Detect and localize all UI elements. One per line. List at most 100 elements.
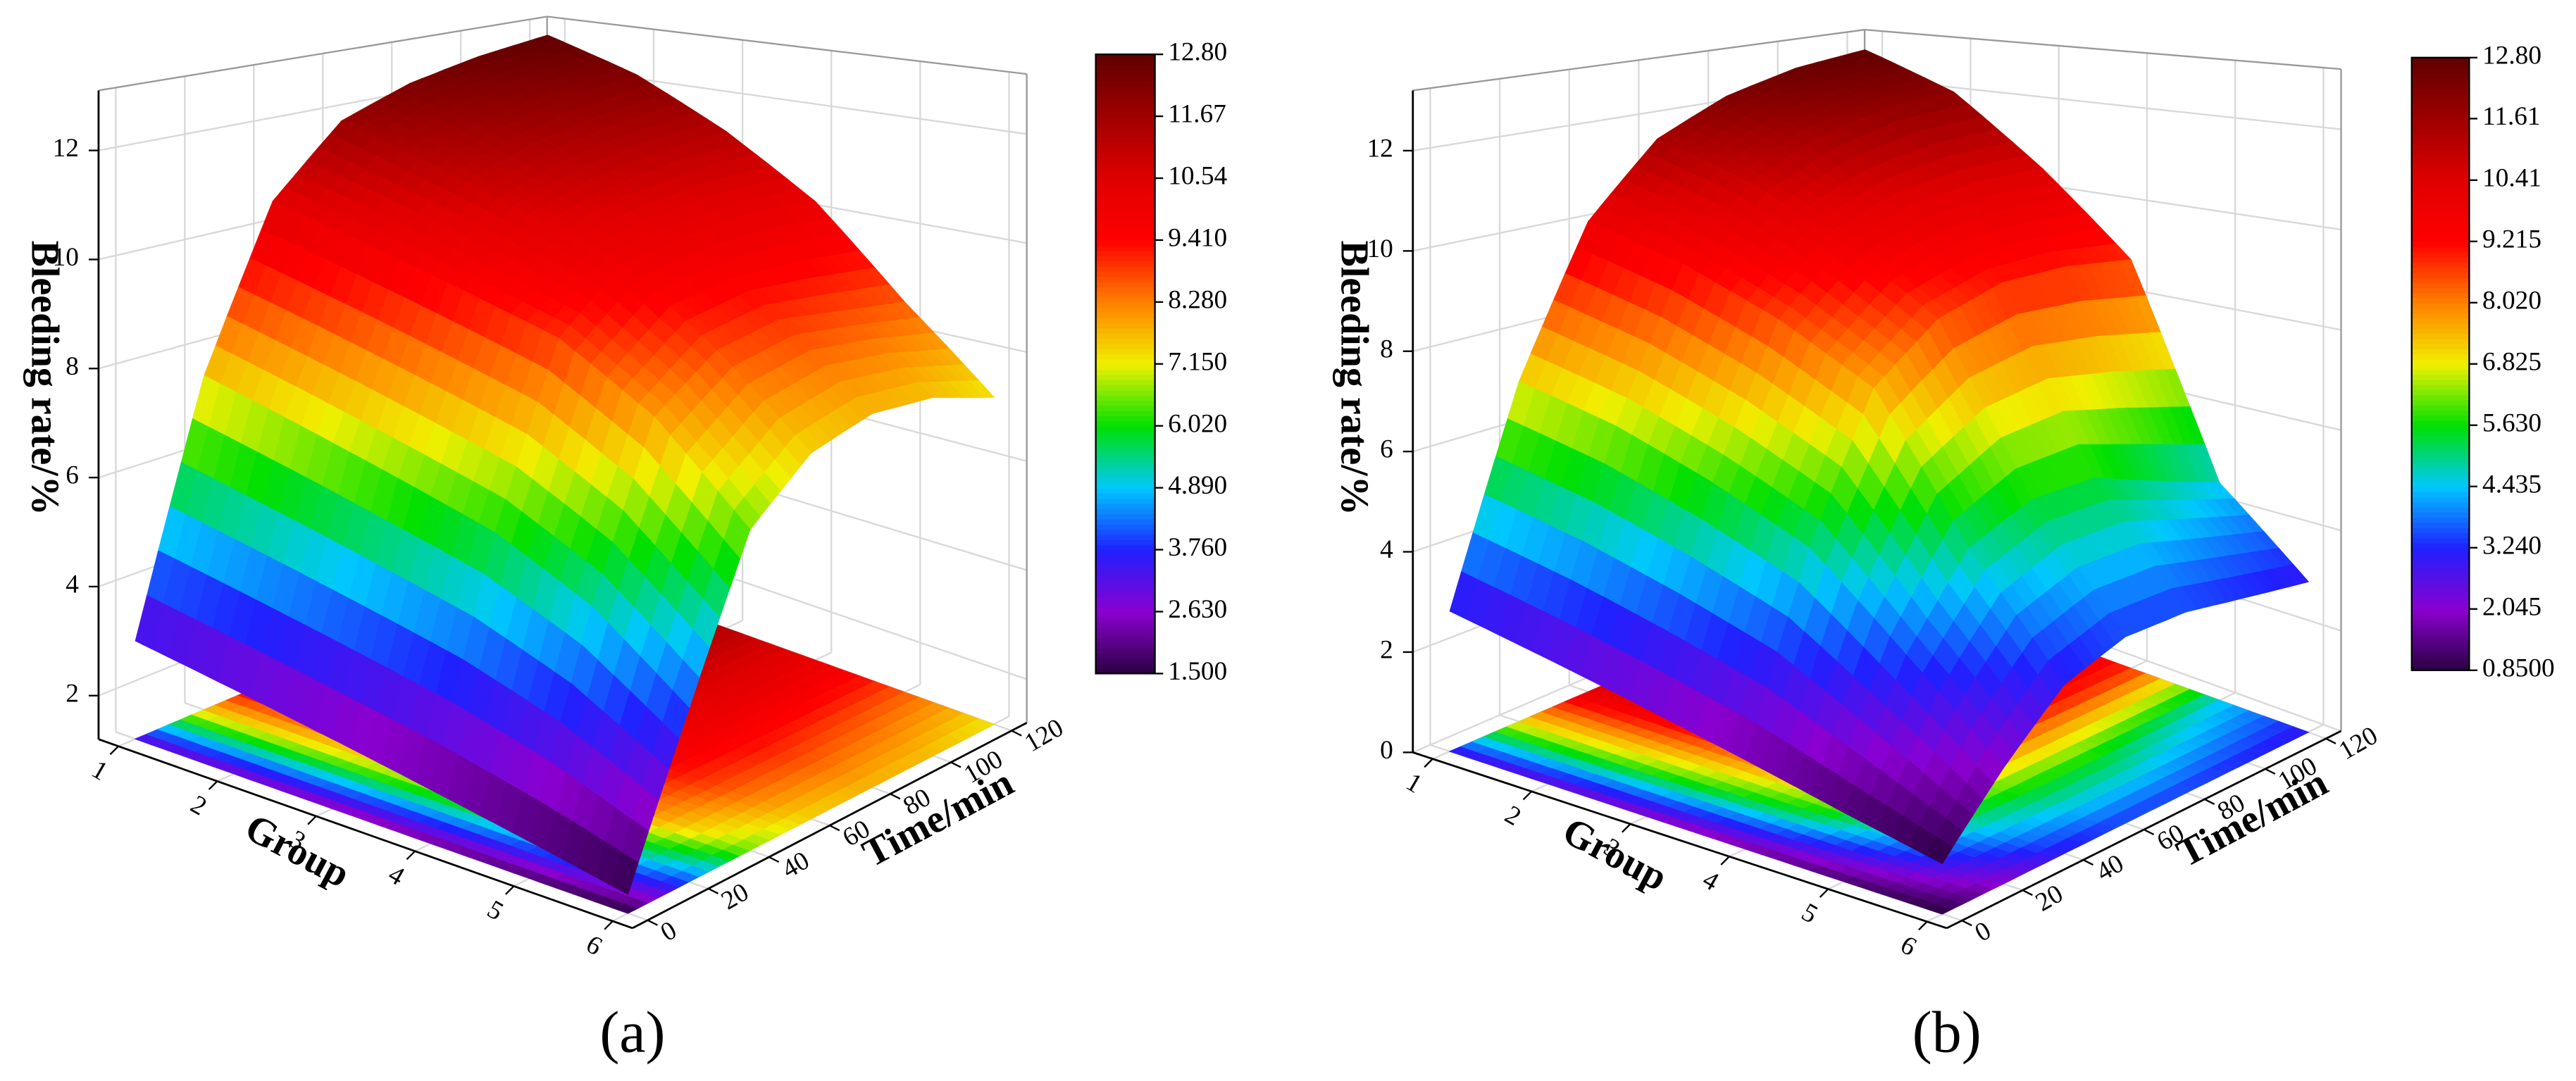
colorbar-strip bbox=[2411, 394, 2470, 401]
colorbar-strip bbox=[2411, 139, 2470, 145]
colorbar-strip bbox=[2411, 578, 2470, 585]
colorbar-strip bbox=[1095, 394, 1155, 401]
y-tick-label: 0 bbox=[656, 916, 682, 947]
colorbar-strip bbox=[2411, 241, 2470, 247]
colorbar-tick-label: 11.67 bbox=[1168, 100, 1226, 129]
colorbar-strip bbox=[1095, 173, 1155, 179]
colorbar-strip bbox=[1095, 163, 1155, 169]
colorbar-strip bbox=[1095, 245, 1155, 251]
floor-projection bbox=[2282, 726, 2310, 738]
colorbar-strip bbox=[1095, 188, 1155, 194]
colorbar-strip bbox=[2411, 435, 2470, 442]
tick-mark bbox=[604, 920, 614, 930]
colorbar-strip bbox=[1095, 214, 1155, 220]
colorbar-strip bbox=[2411, 588, 2470, 594]
x-tick-label: 4 bbox=[383, 860, 409, 892]
tick-mark bbox=[2082, 858, 2094, 866]
colorbar-strip bbox=[2411, 389, 2470, 396]
colorbar-strip bbox=[2411, 124, 2470, 130]
colorbar-strip bbox=[2411, 517, 2470, 523]
axis-line bbox=[1412, 751, 1948, 930]
colorbar-strip bbox=[2411, 537, 2470, 544]
y-tick-label: 40 bbox=[2091, 849, 2129, 887]
colorbar-strip bbox=[1095, 281, 1155, 287]
colorbar-strip bbox=[1095, 523, 1155, 530]
panel-label: (a) bbox=[599, 999, 665, 1065]
colorbar-strip bbox=[2411, 644, 2470, 651]
colorbar-strip bbox=[2411, 506, 2470, 513]
colorbar-strip bbox=[2411, 430, 2470, 437]
colorbar-strip bbox=[1095, 467, 1155, 473]
colorbar-strip bbox=[1095, 90, 1155, 96]
colorbar-strip bbox=[1095, 570, 1155, 577]
colorbar-strip bbox=[1095, 111, 1155, 118]
colorbar-tick-label: 8.280 bbox=[1168, 285, 1227, 314]
colorbar-strip bbox=[2411, 113, 2470, 120]
colorbar-strip bbox=[1095, 286, 1155, 293]
colorbar-tick-label: 12.80 bbox=[1168, 38, 1227, 67]
colorbar-strip bbox=[2411, 88, 2470, 94]
colorbar-tick-label: 10.41 bbox=[2482, 163, 2541, 192]
colorbar-strip bbox=[2411, 215, 2470, 222]
colorbar-strip bbox=[1095, 415, 1155, 422]
colorbar-tick-label: 12.80 bbox=[2482, 41, 2541, 70]
colorbar-strip bbox=[1095, 601, 1155, 608]
colorbar-strip bbox=[2411, 108, 2470, 115]
z-tick-label: 6 bbox=[1380, 435, 1393, 464]
colorbar-strip bbox=[1095, 492, 1155, 499]
tick-mark bbox=[769, 856, 780, 863]
colorbar-strip bbox=[2411, 404, 2470, 411]
colorbar-strip bbox=[2411, 287, 2470, 294]
colorbar-strip bbox=[2411, 144, 2470, 151]
colorbar-strip bbox=[1095, 255, 1155, 262]
colorbar-tick-label: 8.020 bbox=[2482, 286, 2541, 315]
colorbar-strip bbox=[1095, 338, 1155, 344]
colorbar-strip bbox=[2411, 496, 2470, 503]
colorbar-strip bbox=[2411, 63, 2470, 69]
colorbar-strip bbox=[2411, 583, 2470, 589]
tick-mark bbox=[2143, 828, 2155, 836]
colorbar-strip bbox=[1095, 518, 1155, 525]
colorbar-strip bbox=[1095, 101, 1155, 107]
colorbar-strip bbox=[2411, 486, 2470, 492]
x-tick-label: 2 bbox=[186, 790, 212, 822]
colorbar-strip bbox=[2411, 267, 2470, 273]
colorbar-strip bbox=[1095, 343, 1155, 349]
colorbar-strip bbox=[1095, 647, 1155, 654]
colorbar-strip bbox=[2411, 226, 2470, 232]
colorbar-strip bbox=[2411, 246, 2470, 253]
colorbar-strip bbox=[1095, 307, 1155, 313]
colorbar-strip bbox=[1095, 534, 1155, 540]
colorbar-strip bbox=[1095, 632, 1155, 639]
colorbar-strip bbox=[2411, 282, 2470, 288]
colorbar-strip bbox=[1095, 301, 1155, 308]
z-tick-label: 10 bbox=[53, 243, 79, 272]
colorbar-strip bbox=[2411, 313, 2470, 319]
colorbar-strip bbox=[2411, 655, 2470, 661]
colorbar-strip bbox=[1095, 627, 1155, 633]
colorbar-strip bbox=[1095, 224, 1155, 231]
colorbar-strip bbox=[1095, 482, 1155, 489]
colorbar-strip bbox=[1095, 296, 1155, 303]
colorbar-strip bbox=[1095, 611, 1155, 618]
z-tick-label: 2 bbox=[66, 679, 79, 708]
colorbar-tick-label: 7.150 bbox=[1168, 347, 1227, 376]
colorbar-strip bbox=[2411, 665, 2470, 671]
colorbar-tick-label: 9.410 bbox=[1168, 223, 1227, 252]
axis-line bbox=[632, 722, 1028, 930]
colorbar-strip bbox=[2411, 272, 2470, 278]
colorbar-strip bbox=[2411, 492, 2470, 498]
colorbar-strip bbox=[1095, 199, 1155, 205]
colorbar-strip bbox=[2411, 461, 2470, 467]
colorbar-strip bbox=[1095, 219, 1155, 225]
colorbar-strip bbox=[1095, 137, 1155, 143]
colorbar-strip bbox=[2411, 649, 2470, 656]
colorbar-strip bbox=[2411, 57, 2470, 63]
colorbar-strip bbox=[2411, 292, 2470, 299]
colorbar-strip bbox=[1095, 265, 1155, 272]
colorbar-tick-label: 1.500 bbox=[1168, 657, 1227, 686]
colorbar-strip bbox=[1095, 580, 1155, 587]
colorbar-strip bbox=[1095, 276, 1155, 282]
tick-mark bbox=[406, 850, 416, 861]
